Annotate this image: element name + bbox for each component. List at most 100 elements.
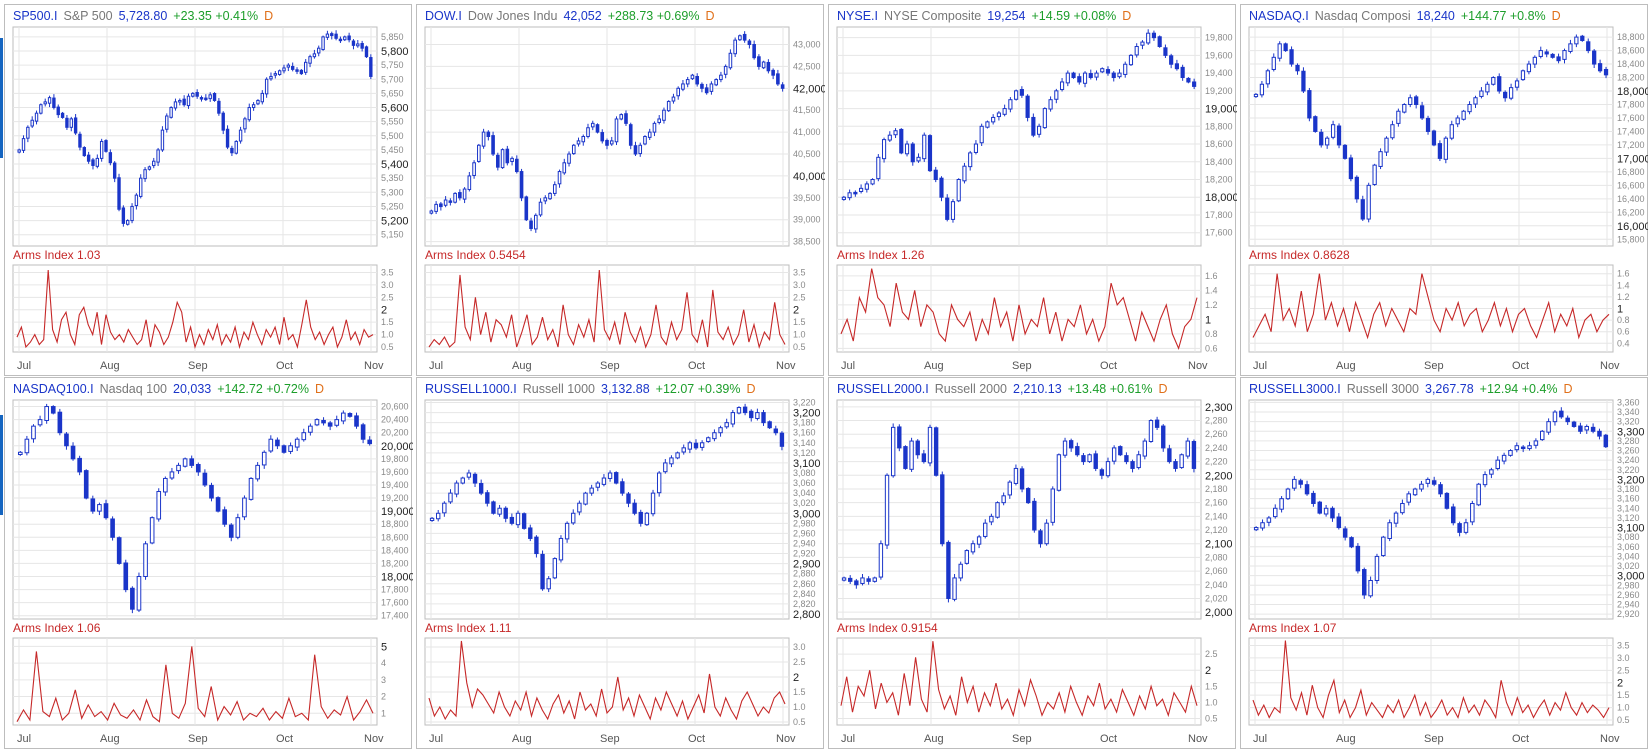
candle-body-down [628, 124, 633, 146]
ticker-symbol[interactable]: DOW.I [425, 9, 462, 23]
candle-body-down [761, 412, 766, 424]
candle [995, 501, 1000, 519]
candle [116, 536, 122, 565]
candle [242, 495, 247, 521]
candle [1271, 53, 1276, 72]
candle [510, 156, 514, 166]
candle [1253, 93, 1259, 98]
candle [37, 415, 43, 427]
frequency-link[interactable]: D [264, 9, 274, 23]
candle [968, 150, 973, 171]
candle [712, 429, 717, 442]
month-label: Sep [1012, 360, 1032, 372]
candle [1148, 419, 1154, 443]
candle-body-down [1349, 537, 1354, 548]
candle [149, 516, 155, 545]
price-tick-label: 17,000 [1617, 153, 1648, 165]
ticker-symbol[interactable]: NASDAQ.I [1249, 9, 1309, 23]
frequency-link[interactable]: D [1563, 382, 1573, 396]
month-label: Sep [188, 360, 208, 372]
candle [1304, 480, 1310, 496]
candle [330, 31, 334, 40]
candle [443, 196, 448, 208]
candle [562, 158, 567, 175]
arms-tick-label: 1.5 [793, 687, 806, 697]
chart-panel-nasdaqi[interactable]: 16,000 17,000 18,000 15,800 16,200 16,400 16,6… [1240, 4, 1648, 376]
candle-body-down [110, 518, 115, 538]
candle-body-down [848, 577, 853, 582]
candle-body-up [156, 149, 160, 163]
chart-panel-nysei[interactable]: 18,000 19,000 17,600 17,800 18,200 18,400 18,6… [828, 4, 1237, 376]
ticker-symbol[interactable]: NASDAQ100.I [13, 382, 94, 396]
candle-body-down [1071, 72, 1076, 79]
candle-body-up [243, 118, 247, 130]
candle [887, 131, 892, 143]
ticker-symbol[interactable]: RUSSELL3000.I [1249, 382, 1341, 396]
price-tick-label: 18,400 [1205, 157, 1233, 167]
candle [884, 473, 890, 549]
month-label: Aug [924, 360, 944, 372]
chart-panel-nasdaq100i[interactable]: 18,000 19,000 20,000 17,400 17,600 17,800 18,2… [4, 377, 413, 749]
candle-body-up [1323, 507, 1329, 515]
arms-tick-label: 0.5 [793, 717, 806, 727]
candle-body-up [448, 492, 453, 503]
candle-body-down [505, 148, 510, 164]
last-price: 5,728.80 [118, 9, 168, 23]
price-tick-label: 3,320 [1617, 417, 1640, 427]
chart-panel-russell1000i[interactable]: 2,800 2,900 3,000 3,100 3,200 2,820 2,840 2,860… [416, 377, 824, 749]
frequency-link[interactable]: D [1551, 9, 1561, 23]
arms-tick-label: 2 [1205, 665, 1211, 677]
candle-body-up [909, 440, 914, 470]
candle [656, 471, 662, 497]
candle [847, 189, 852, 201]
candle-body-up [983, 522, 988, 537]
candle [82, 146, 86, 157]
candle [638, 142, 643, 157]
candle [595, 123, 600, 134]
arms-tick-label: 1.0 [793, 330, 806, 340]
candle [1265, 68, 1270, 88]
candle-body-up [467, 175, 472, 190]
candle [956, 178, 961, 203]
candle [1174, 59, 1179, 71]
candle [1497, 73, 1502, 94]
candle [985, 120, 990, 129]
candle [1163, 44, 1168, 59]
candle [73, 114, 78, 135]
candle-body-up [1467, 103, 1472, 113]
ticker-symbol[interactable]: RUSSELL2000.I [837, 382, 929, 396]
candle-body-up [1408, 97, 1413, 105]
frequency-link[interactable]: D [1158, 382, 1168, 396]
chart-panel-russell3000i[interactable]: 3,000 3,100 3,200 3,300 2,920 2,940 2,960 2,980… [1240, 377, 1648, 749]
frequency-link[interactable]: D [1122, 9, 1132, 23]
ticker-symbol[interactable]: NYSE.I [837, 9, 878, 23]
candle-body-up [927, 426, 933, 464]
price-tick-label: 17,800 [381, 585, 409, 595]
candle-body-up [1381, 536, 1386, 557]
candle [761, 409, 766, 426]
candle [747, 39, 752, 49]
month-label: Oct [1100, 733, 1117, 745]
candle-body-up [429, 517, 435, 522]
chart-panel-sp500i[interactable]: 5,200 5,400 5,600 5,800 5,150 5,250 5,300 5,350… [4, 4, 412, 376]
ticker-symbol[interactable]: RUSSELL1000.I [425, 382, 517, 396]
candle [195, 89, 199, 99]
candle [466, 469, 472, 480]
candle-body-down [1192, 81, 1197, 87]
chart-panel-dowi[interactable]: 40,000 42,000 38,500 39,000 39,500 40,500 41,0… [416, 4, 825, 376]
candle-body-up [970, 543, 976, 553]
price-change: +14.59 +0.08% [1031, 9, 1117, 23]
price-tick-label: 2,820 [793, 599, 816, 609]
price-tick-label: 2,980 [1617, 580, 1640, 590]
arms-index-line [16, 646, 374, 723]
candle [643, 135, 647, 146]
frequency-link[interactable]: D [315, 382, 325, 396]
ticker-symbol[interactable]: SP500.I [13, 9, 58, 23]
candle-body-down [360, 43, 364, 49]
chart-panel-russell2000i[interactable]: 2,000 2,100 2,200 2,300 2,020 2,040 2,060 2,080… [828, 377, 1236, 749]
candle-body-up [1368, 579, 1373, 597]
frequency-link[interactable]: D [746, 382, 756, 396]
candle-body-up [143, 169, 147, 180]
frequency-link[interactable]: D [705, 9, 715, 23]
